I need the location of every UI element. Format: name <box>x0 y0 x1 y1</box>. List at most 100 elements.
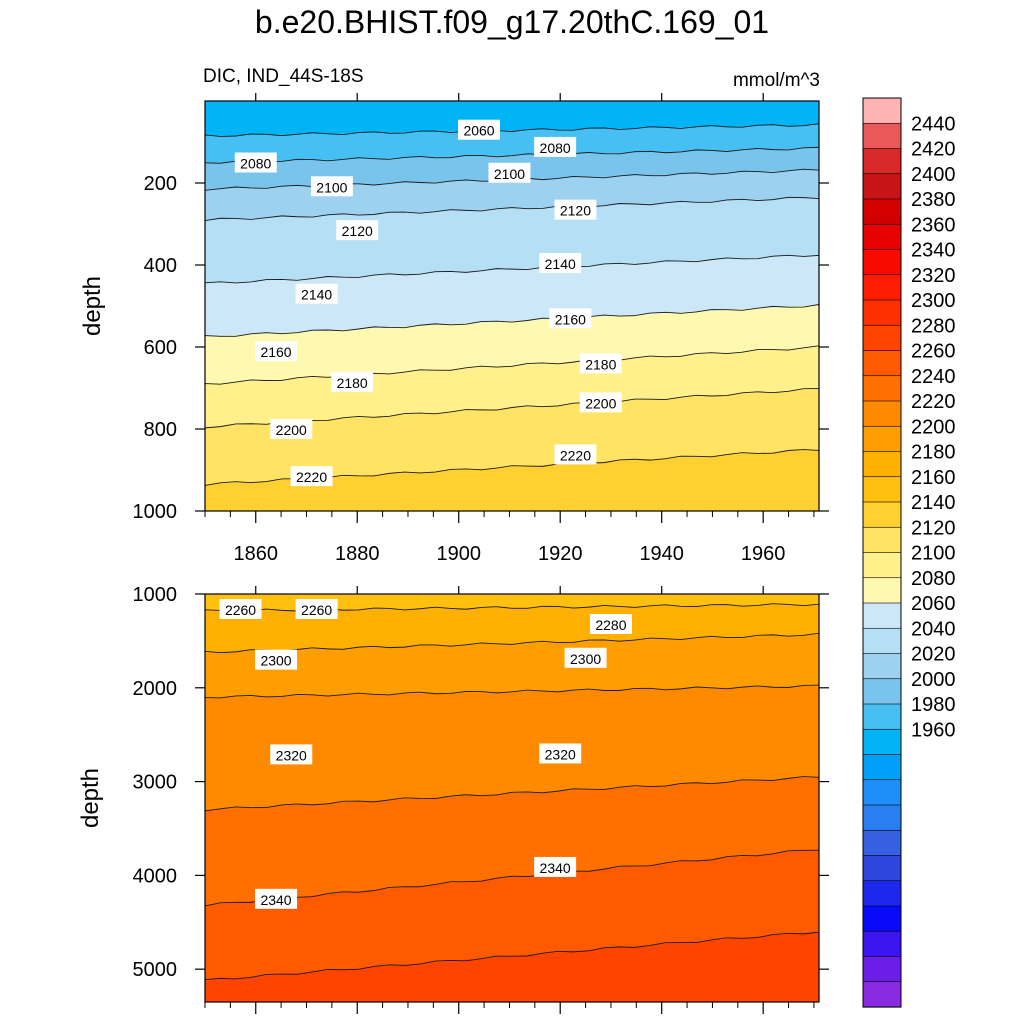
top-contour-label: 2100 <box>310 176 353 197</box>
bottom-band-2360 <box>205 931 819 1002</box>
colorbar-tick-label: 2300 <box>911 290 956 312</box>
bottom-contour-label: 2280 <box>589 614 632 635</box>
top-contour-line-2160 <box>205 304 819 337</box>
bottom-contour-label: 2320 <box>539 743 582 764</box>
colorbar-tick-label: 2240 <box>911 366 956 388</box>
svg-text:2180: 2180 <box>337 375 368 391</box>
colorbar-tick-label: 1980 <box>911 694 956 716</box>
top-contour-label: 2140 <box>295 283 338 304</box>
colorbar-bin <box>862 350 902 377</box>
bottom-contour-line-2300 <box>205 684 819 699</box>
bottom-ytick-label: 3000 <box>133 772 178 794</box>
colorbar-tick-label: 2320 <box>911 265 956 287</box>
svg-text:2160: 2160 <box>555 311 586 327</box>
colorbar-bin <box>862 299 902 326</box>
colorbar-bin <box>862 526 902 554</box>
colorbar-bin <box>862 476 902 503</box>
svg-text:2260: 2260 <box>301 602 332 618</box>
svg-text:2060: 2060 <box>463 123 494 139</box>
colorbar-bin <box>862 829 902 857</box>
svg-text:2340: 2340 <box>540 860 571 876</box>
bottom-frame <box>204 593 820 1003</box>
colorbar-bin <box>862 905 902 932</box>
colorbar-bin <box>862 930 902 958</box>
colorbar-bin <box>862 173 902 200</box>
top-xtick-label: 1960 <box>741 543 786 565</box>
top-subtitle-left: DIC, IND_44S-18S <box>203 66 364 87</box>
bottom-ytick-label: 5000 <box>133 959 178 981</box>
colorbar-tick-label: 2160 <box>911 467 956 489</box>
top-contour-label: 2140 <box>539 252 582 273</box>
colorbar-tick-label: 2200 <box>911 416 956 438</box>
top-ytick-label: 800 <box>144 419 177 441</box>
svg-text:2080: 2080 <box>540 140 571 156</box>
svg-text:2300: 2300 <box>570 651 601 667</box>
top-xtick-label: 1900 <box>436 543 481 565</box>
svg-text:2120: 2120 <box>342 223 373 239</box>
bottom-contour-label: 2320 <box>270 744 313 765</box>
top-contour-label: 2100 <box>488 162 531 183</box>
top-contour-panel: 1860 1880 1900 1920 1940 1960 200 400 600 800 1000… <box>133 93 829 565</box>
colorbar-bin <box>862 804 902 831</box>
top-contour-line-2180 <box>205 345 819 385</box>
colorbar-tick-label: 2400 <box>911 164 956 186</box>
svg-text:2200: 2200 <box>276 422 307 438</box>
top-contour-label: 2060 <box>458 119 501 140</box>
top-subtitle-right: mmol/m^3 <box>733 70 820 91</box>
colorbar-bin <box>862 779 902 806</box>
svg-text:2120: 2120 <box>560 203 591 219</box>
top-contour-line-2080 <box>205 146 819 164</box>
colorbar-tick-label: 2220 <box>911 391 956 413</box>
bottom-contour-label: 2300 <box>255 649 298 670</box>
bottom-contour-line-2340 <box>205 849 819 907</box>
colorbar-bin <box>862 552 902 579</box>
top-ytick-label: 600 <box>144 337 177 359</box>
colorbar-bin <box>862 577 902 604</box>
colorbar-bin <box>862 249 902 276</box>
svg-text:2100: 2100 <box>316 179 347 195</box>
top-contour-label: 2120 <box>336 220 379 241</box>
bottom-contour-line-2280 <box>205 632 819 654</box>
bottom-contour-label: 2340 <box>255 888 298 909</box>
colorbar: 2440 2420 2400 2380 2360 2340 2320 2300 2280 2260… <box>862 97 956 1008</box>
colorbar-bin <box>862 627 902 655</box>
bottom-ylabel: depth <box>77 768 104 828</box>
top-ytick-label: 400 <box>144 255 177 277</box>
top-xtick-label: 1920 <box>538 543 583 565</box>
top-contour-line-2060 <box>205 123 819 137</box>
bottom-contour-line-2360 <box>205 931 819 981</box>
colorbar-frame <box>862 97 902 1008</box>
top-contour-line-2120 <box>205 196 819 221</box>
colorbar-tick-label: 2020 <box>911 644 956 666</box>
colorbar-tick-label: 2040 <box>911 618 956 640</box>
svg-text:2140: 2140 <box>301 287 332 303</box>
colorbar-tick-label: 2440 <box>911 113 956 135</box>
colorbar-bin <box>862 198 902 225</box>
bottom-contour-panel: 1000 2000 3000 4000 5000 2260 2260 2280 2300 2300… <box>133 584 829 1014</box>
colorbar-bin <box>862 678 902 705</box>
top-frame <box>204 100 820 512</box>
top-band-2220 <box>205 449 819 511</box>
svg-text:2080: 2080 <box>240 156 271 172</box>
bottom-contour-label: 2260 <box>219 599 262 620</box>
svg-text:2320: 2320 <box>545 746 576 762</box>
colorbar-bin <box>862 501 902 528</box>
top-xtick-label: 1860 <box>233 543 278 565</box>
colorbar-bin <box>862 754 902 781</box>
svg-text:2320: 2320 <box>276 747 307 763</box>
colorbar-bin <box>862 653 902 680</box>
colorbar-bin <box>862 451 902 478</box>
top-contour-label: 2080 <box>234 152 277 173</box>
bottom-ytick-label: 1000 <box>133 584 178 606</box>
colorbar-bin <box>862 223 902 251</box>
colorbar-tick-label: 1960 <box>911 719 956 741</box>
svg-text:2260: 2260 <box>225 602 256 618</box>
svg-text:2280: 2280 <box>595 617 626 633</box>
top-contour-label: 2220 <box>554 444 597 465</box>
svg-text:2180: 2180 <box>585 356 616 372</box>
top-ylabel: depth <box>79 276 106 336</box>
colorbar-bin <box>862 400 902 427</box>
top-contour-label: 2160 <box>255 341 298 362</box>
colorbar-tick-label: 2340 <box>911 240 956 262</box>
